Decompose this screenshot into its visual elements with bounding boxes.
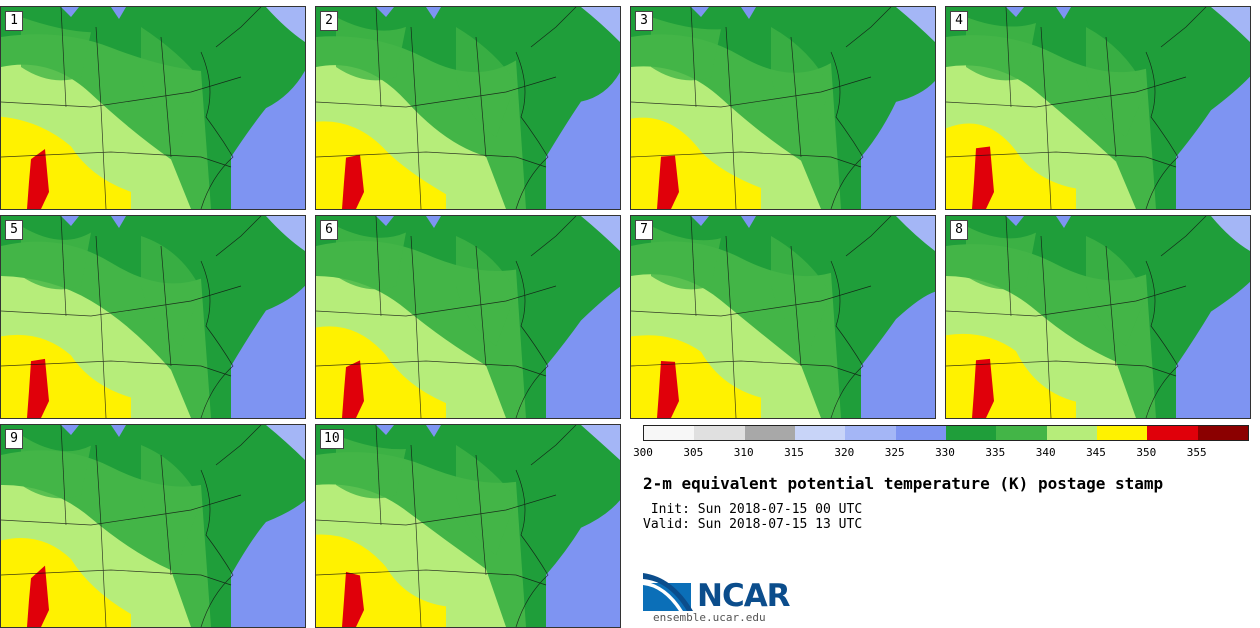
ensemble-member-panel: 8 — [945, 215, 1251, 419]
member-label: 7 — [635, 220, 653, 240]
colorbar-tick-label: 315 — [784, 446, 804, 459]
colorbar-tick-label: 310 — [733, 446, 754, 459]
website-url: ensemble.ucar.edu — [653, 611, 766, 624]
colorbar-tick-label: 335 — [985, 446, 1006, 459]
ensemble-member-panel: 9 — [0, 424, 306, 628]
figure-title: 2-m equivalent potential temperature (K)… — [643, 474, 1164, 493]
colorbar-segment — [895, 426, 946, 440]
colorbar-tick-label: 345 — [1086, 446, 1106, 459]
colorbar-tick-label: 350 — [1136, 446, 1157, 459]
ncar-logo-text: NCAR — [697, 578, 791, 614]
colorbar-segment — [945, 426, 997, 440]
ensemble-member-panel: 10 — [315, 424, 621, 628]
ensemble-member-panel: 6 — [315, 215, 621, 419]
member-label: 2 — [320, 11, 338, 31]
member-label: 10 — [320, 429, 344, 449]
colorbar-tick-label: 300 — [633, 446, 653, 459]
colorbar-tick-label: 355 — [1186, 446, 1207, 459]
colorbar-segment — [744, 426, 795, 440]
init-time: Init: Sun 2018-07-15 00 UTC — [643, 502, 863, 517]
ensemble-member-panel: 5 — [0, 215, 306, 419]
valid-time: Valid: Sun 2018-07-15 13 UTC — [643, 517, 863, 532]
colorbar-tick-label: 305 — [683, 446, 704, 459]
colorbar-segment — [694, 426, 745, 440]
colorbar-segment — [1046, 426, 1097, 440]
colorbar-segment — [794, 426, 846, 440]
member-label: 8 — [950, 220, 968, 240]
ncar-logo-icon — [643, 573, 693, 611]
colorbar-segment — [644, 426, 695, 440]
colorbar-segment — [845, 426, 896, 440]
member-label: 5 — [5, 220, 23, 240]
ensemble-member-panel: 7 — [630, 215, 936, 419]
colorbar-tick-label: 340 — [1035, 446, 1056, 459]
colorbar-tick-label: 330 — [935, 446, 955, 459]
ensemble-member-panel: 2 — [315, 6, 621, 210]
colorbar-tick-label: 325 — [884, 446, 905, 459]
colorbar-segment — [1197, 426, 1248, 440]
colorbar-tick-label: 320 — [834, 446, 855, 459]
member-label: 3 — [635, 11, 653, 31]
colorbar-segment — [1096, 426, 1148, 440]
colorbar — [643, 425, 1249, 441]
ensemble-member-panel: 3 — [630, 6, 936, 210]
member-label: 9 — [5, 429, 23, 449]
member-label: 6 — [320, 220, 338, 240]
member-label: 1 — [5, 11, 23, 31]
ensemble-member-panel: 4 — [945, 6, 1251, 210]
member-label: 4 — [950, 11, 968, 31]
colorbar-segment — [996, 426, 1047, 440]
ensemble-member-panel: 1 — [0, 6, 306, 210]
colorbar-segment — [1147, 426, 1198, 440]
